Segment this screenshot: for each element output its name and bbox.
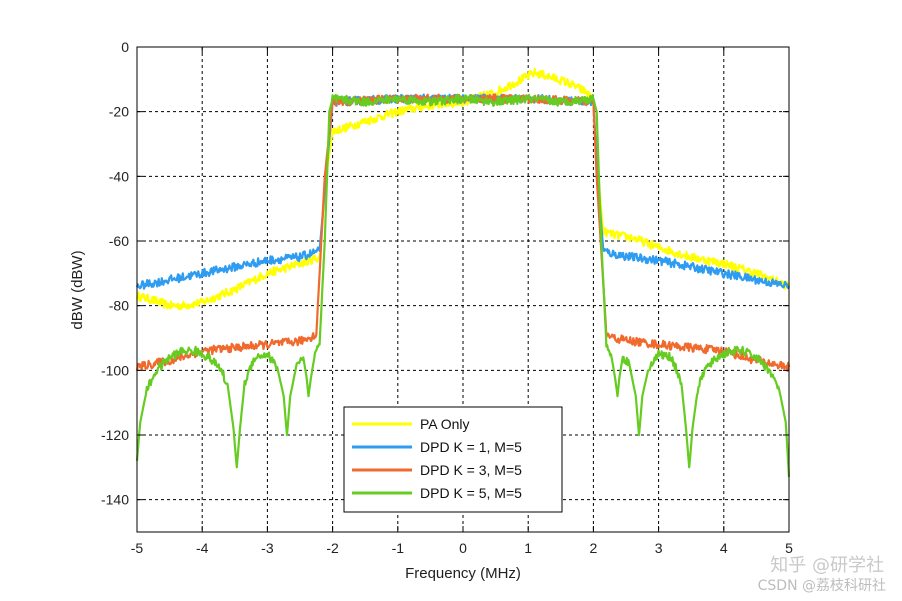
x-tick-label: 2 [590, 540, 598, 556]
x-axis-label: Frequency (MHz) [405, 565, 521, 582]
series-line-1 [135, 67, 791, 311]
legend-label-2: DPD K = 1, M=5 [420, 439, 522, 455]
x-tick-label: 0 [459, 540, 467, 556]
x-tick-label: -4 [196, 540, 209, 556]
tick-labels: -5 -4 -3 -2 -1 0 1 2 3 4 5 0 -20 -40 -60 -80 -100 -120 -14… [101, 39, 793, 556]
legend-label-3: DPD K = 3, M=5 [420, 462, 522, 478]
y-tick-label: -120 [101, 427, 129, 443]
y-tick-label: -140 [101, 492, 129, 508]
series-line-4 [135, 93, 791, 478]
legend-label-4: DPD K = 5, M=5 [420, 485, 522, 501]
y-tick-label: -100 [101, 362, 129, 378]
x-tick-label: -5 [131, 540, 144, 556]
y-tick-label: -80 [109, 298, 129, 314]
x-tick-label: -2 [326, 540, 339, 556]
x-tick-label: 5 [785, 540, 793, 556]
y-tick-label: -20 [109, 104, 129, 120]
series-layer [135, 67, 791, 478]
watermark-zhihu: 知乎 @研学社 [770, 555, 884, 576]
y-tick-label: -40 [109, 168, 129, 184]
x-tick-label: -1 [392, 540, 405, 556]
x-tick-label: 3 [655, 540, 663, 556]
legend-label-1: PA Only [420, 416, 470, 432]
y-tick-label: -60 [109, 233, 129, 249]
x-tick-label: 4 [720, 540, 728, 556]
x-tick-label: -3 [261, 540, 274, 556]
x-tick-label: 1 [524, 540, 532, 556]
watermark-csdn: CSDN @荔枝科研社 [757, 578, 886, 594]
y-tick-label: 0 [121, 39, 129, 55]
y-axis-label: dBW (dBW) [69, 250, 86, 329]
ticks [136, 46, 790, 532]
legend: PA Only DPD K = 1, M=5 DPD K = 3, M=5 DPD K… [343, 406, 563, 513]
